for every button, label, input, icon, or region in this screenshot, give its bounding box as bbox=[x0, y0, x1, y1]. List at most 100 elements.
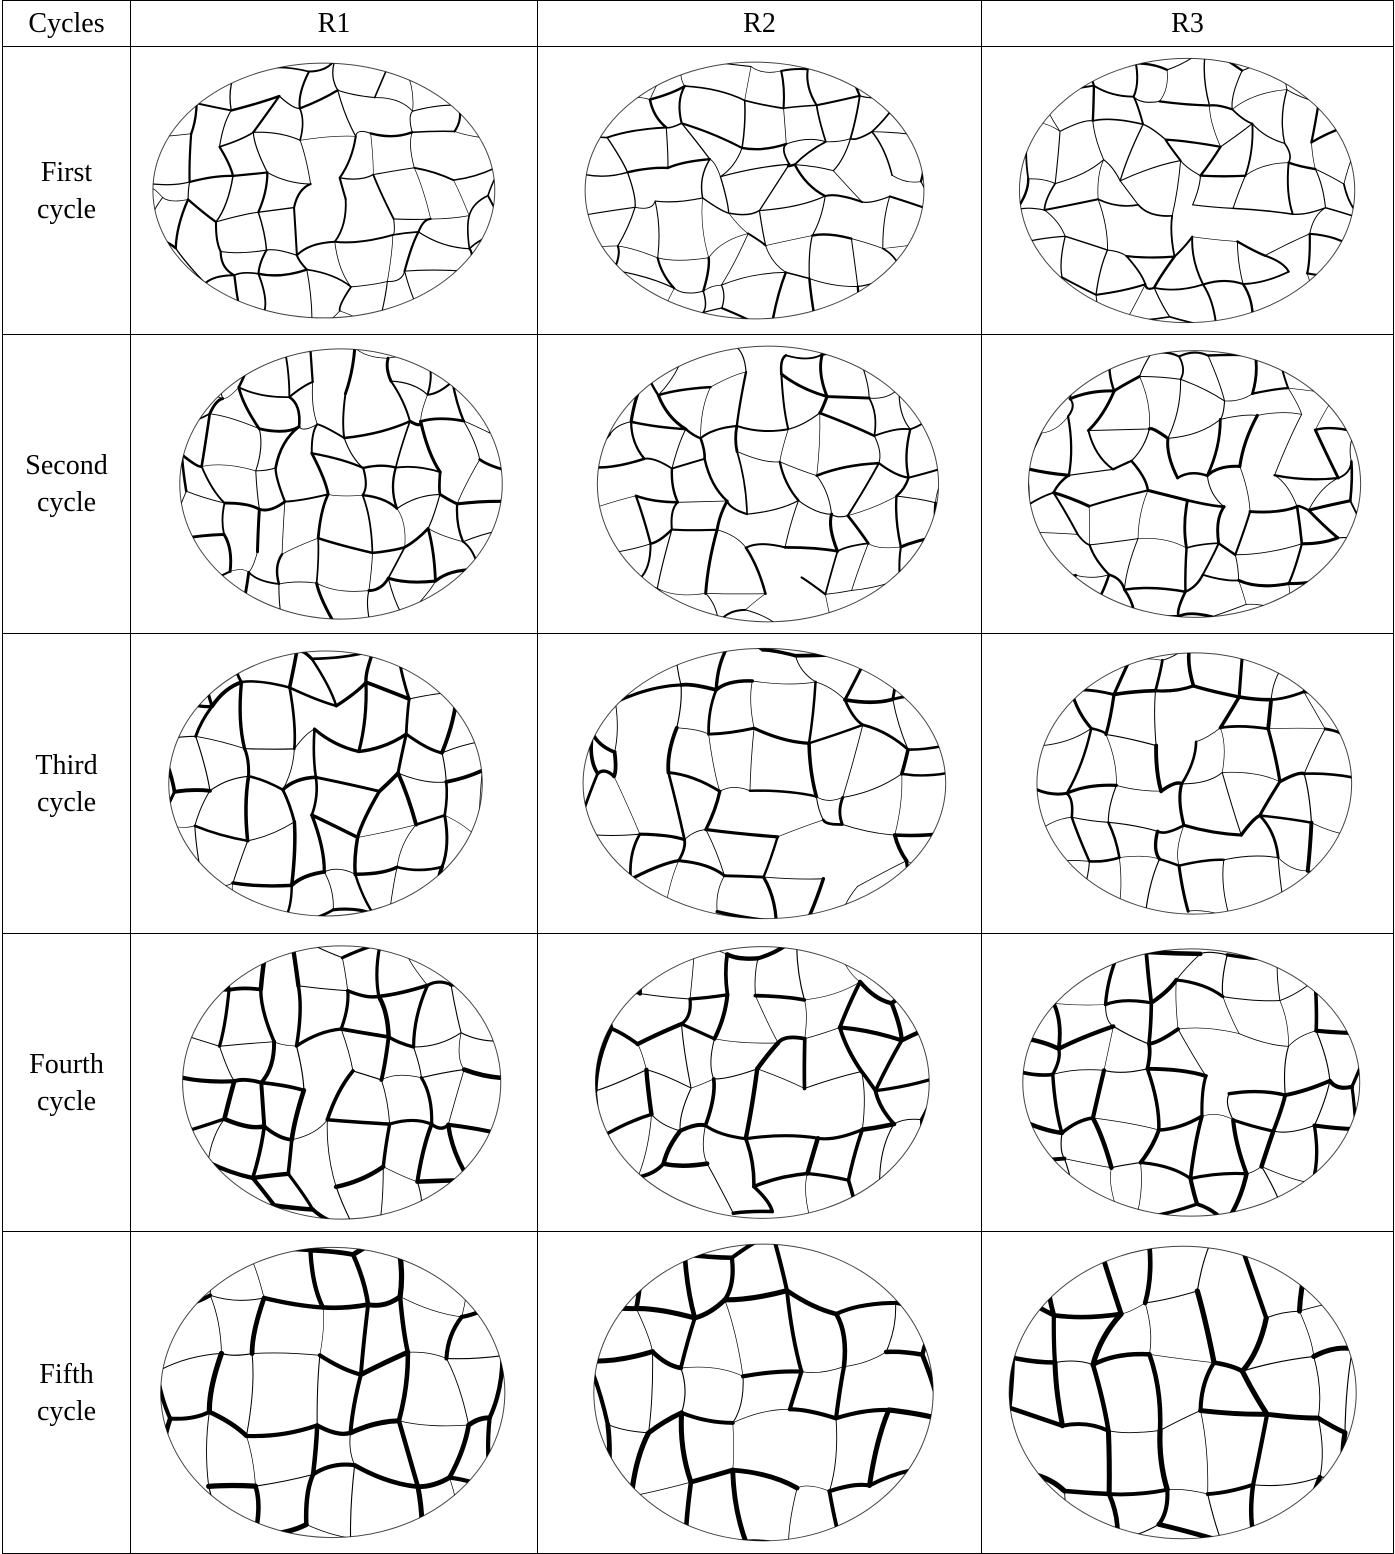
crack bbox=[178, 877, 203, 884]
crack bbox=[220, 147, 233, 176]
crack bbox=[1053, 1074, 1062, 1133]
crack bbox=[1120, 161, 1180, 181]
crack bbox=[145, 234, 165, 273]
crack bbox=[233, 841, 248, 883]
crack bbox=[446, 1356, 502, 1359]
crack bbox=[1147, 1069, 1206, 1076]
crack bbox=[742, 144, 786, 149]
crack bbox=[1330, 1081, 1352, 1088]
crack bbox=[766, 246, 786, 273]
crack bbox=[664, 1131, 681, 1164]
crack bbox=[253, 132, 267, 172]
crack bbox=[400, 1297, 408, 1353]
crack bbox=[1260, 816, 1278, 858]
crack bbox=[261, 1042, 274, 1083]
crack bbox=[1362, 109, 1368, 121]
crack bbox=[350, 1421, 398, 1433]
crack bbox=[462, 1237, 470, 1317]
crack bbox=[1285, 143, 1290, 162]
crack bbox=[264, 311, 311, 328]
crack bbox=[1154, 257, 1174, 288]
crack bbox=[1333, 351, 1337, 394]
crack bbox=[1171, 216, 1174, 257]
crack bbox=[918, 1174, 929, 1208]
crack-pattern-image bbox=[131, 1232, 537, 1553]
crack bbox=[416, 815, 445, 824]
crack bbox=[746, 1541, 789, 1545]
crack bbox=[369, 553, 372, 591]
crack bbox=[1178, 1029, 1206, 1076]
crack bbox=[576, 773, 597, 832]
crack bbox=[764, 877, 777, 921]
crack bbox=[222, 503, 224, 534]
crack bbox=[414, 168, 453, 180]
crack bbox=[1072, 817, 1090, 861]
crack bbox=[1265, 256, 1289, 272]
crack bbox=[1106, 957, 1117, 1005]
crack bbox=[1106, 734, 1116, 785]
crack bbox=[317, 1355, 320, 1425]
crack bbox=[1011, 1161, 1017, 1221]
crack bbox=[1255, 348, 1279, 355]
crack bbox=[894, 314, 930, 325]
crack bbox=[466, 628, 511, 633]
crack bbox=[899, 388, 910, 429]
crack bbox=[282, 885, 292, 922]
crack bbox=[174, 639, 203, 660]
crack bbox=[1071, 690, 1114, 695]
crack bbox=[312, 453, 328, 494]
crack bbox=[752, 681, 815, 684]
crack bbox=[935, 1467, 948, 1553]
crack bbox=[264, 1126, 291, 1140]
crack bbox=[608, 1425, 649, 1433]
crack bbox=[220, 110, 232, 146]
crack bbox=[249, 572, 279, 584]
crack bbox=[170, 1412, 209, 1419]
crack bbox=[292, 822, 295, 885]
crack bbox=[1111, 1163, 1140, 1168]
crack bbox=[785, 547, 838, 551]
crack bbox=[1245, 124, 1252, 176]
crack bbox=[679, 861, 725, 876]
crack bbox=[1168, 419, 1220, 438]
crack bbox=[450, 1478, 462, 1551]
crack bbox=[147, 1311, 156, 1372]
crack bbox=[840, 886, 857, 921]
crack bbox=[636, 496, 651, 544]
crack bbox=[736, 426, 737, 452]
crack bbox=[1032, 532, 1078, 534]
crack bbox=[351, 281, 387, 286]
crack bbox=[695, 1300, 725, 1318]
crack bbox=[1214, 1363, 1242, 1372]
crack bbox=[636, 1232, 641, 1309]
crack bbox=[804, 879, 823, 927]
crack bbox=[378, 281, 387, 328]
crack bbox=[879, 463, 909, 478]
crack bbox=[479, 567, 508, 570]
crack bbox=[288, 1140, 291, 1174]
crack bbox=[681, 1318, 695, 1368]
crack bbox=[631, 861, 679, 880]
crack bbox=[383, 1124, 389, 1167]
crack bbox=[702, 159, 710, 198]
crack bbox=[706, 593, 719, 623]
crack bbox=[1156, 831, 1160, 859]
crack bbox=[1078, 534, 1090, 544]
crack bbox=[163, 877, 178, 919]
crack bbox=[1060, 277, 1064, 316]
crack bbox=[313, 1425, 317, 1474]
crack bbox=[1315, 430, 1338, 478]
crack bbox=[237, 68, 269, 70]
crack bbox=[607, 138, 627, 173]
crack bbox=[317, 424, 344, 438]
crack bbox=[338, 90, 375, 97]
crack bbox=[732, 1233, 772, 1258]
crack bbox=[807, 1138, 817, 1173]
crack bbox=[872, 132, 892, 176]
crack bbox=[1109, 1490, 1167, 1495]
crack bbox=[290, 688, 295, 749]
crack bbox=[994, 1536, 1070, 1538]
crack bbox=[869, 398, 875, 436]
crack bbox=[610, 319, 659, 326]
crack bbox=[862, 196, 889, 202]
